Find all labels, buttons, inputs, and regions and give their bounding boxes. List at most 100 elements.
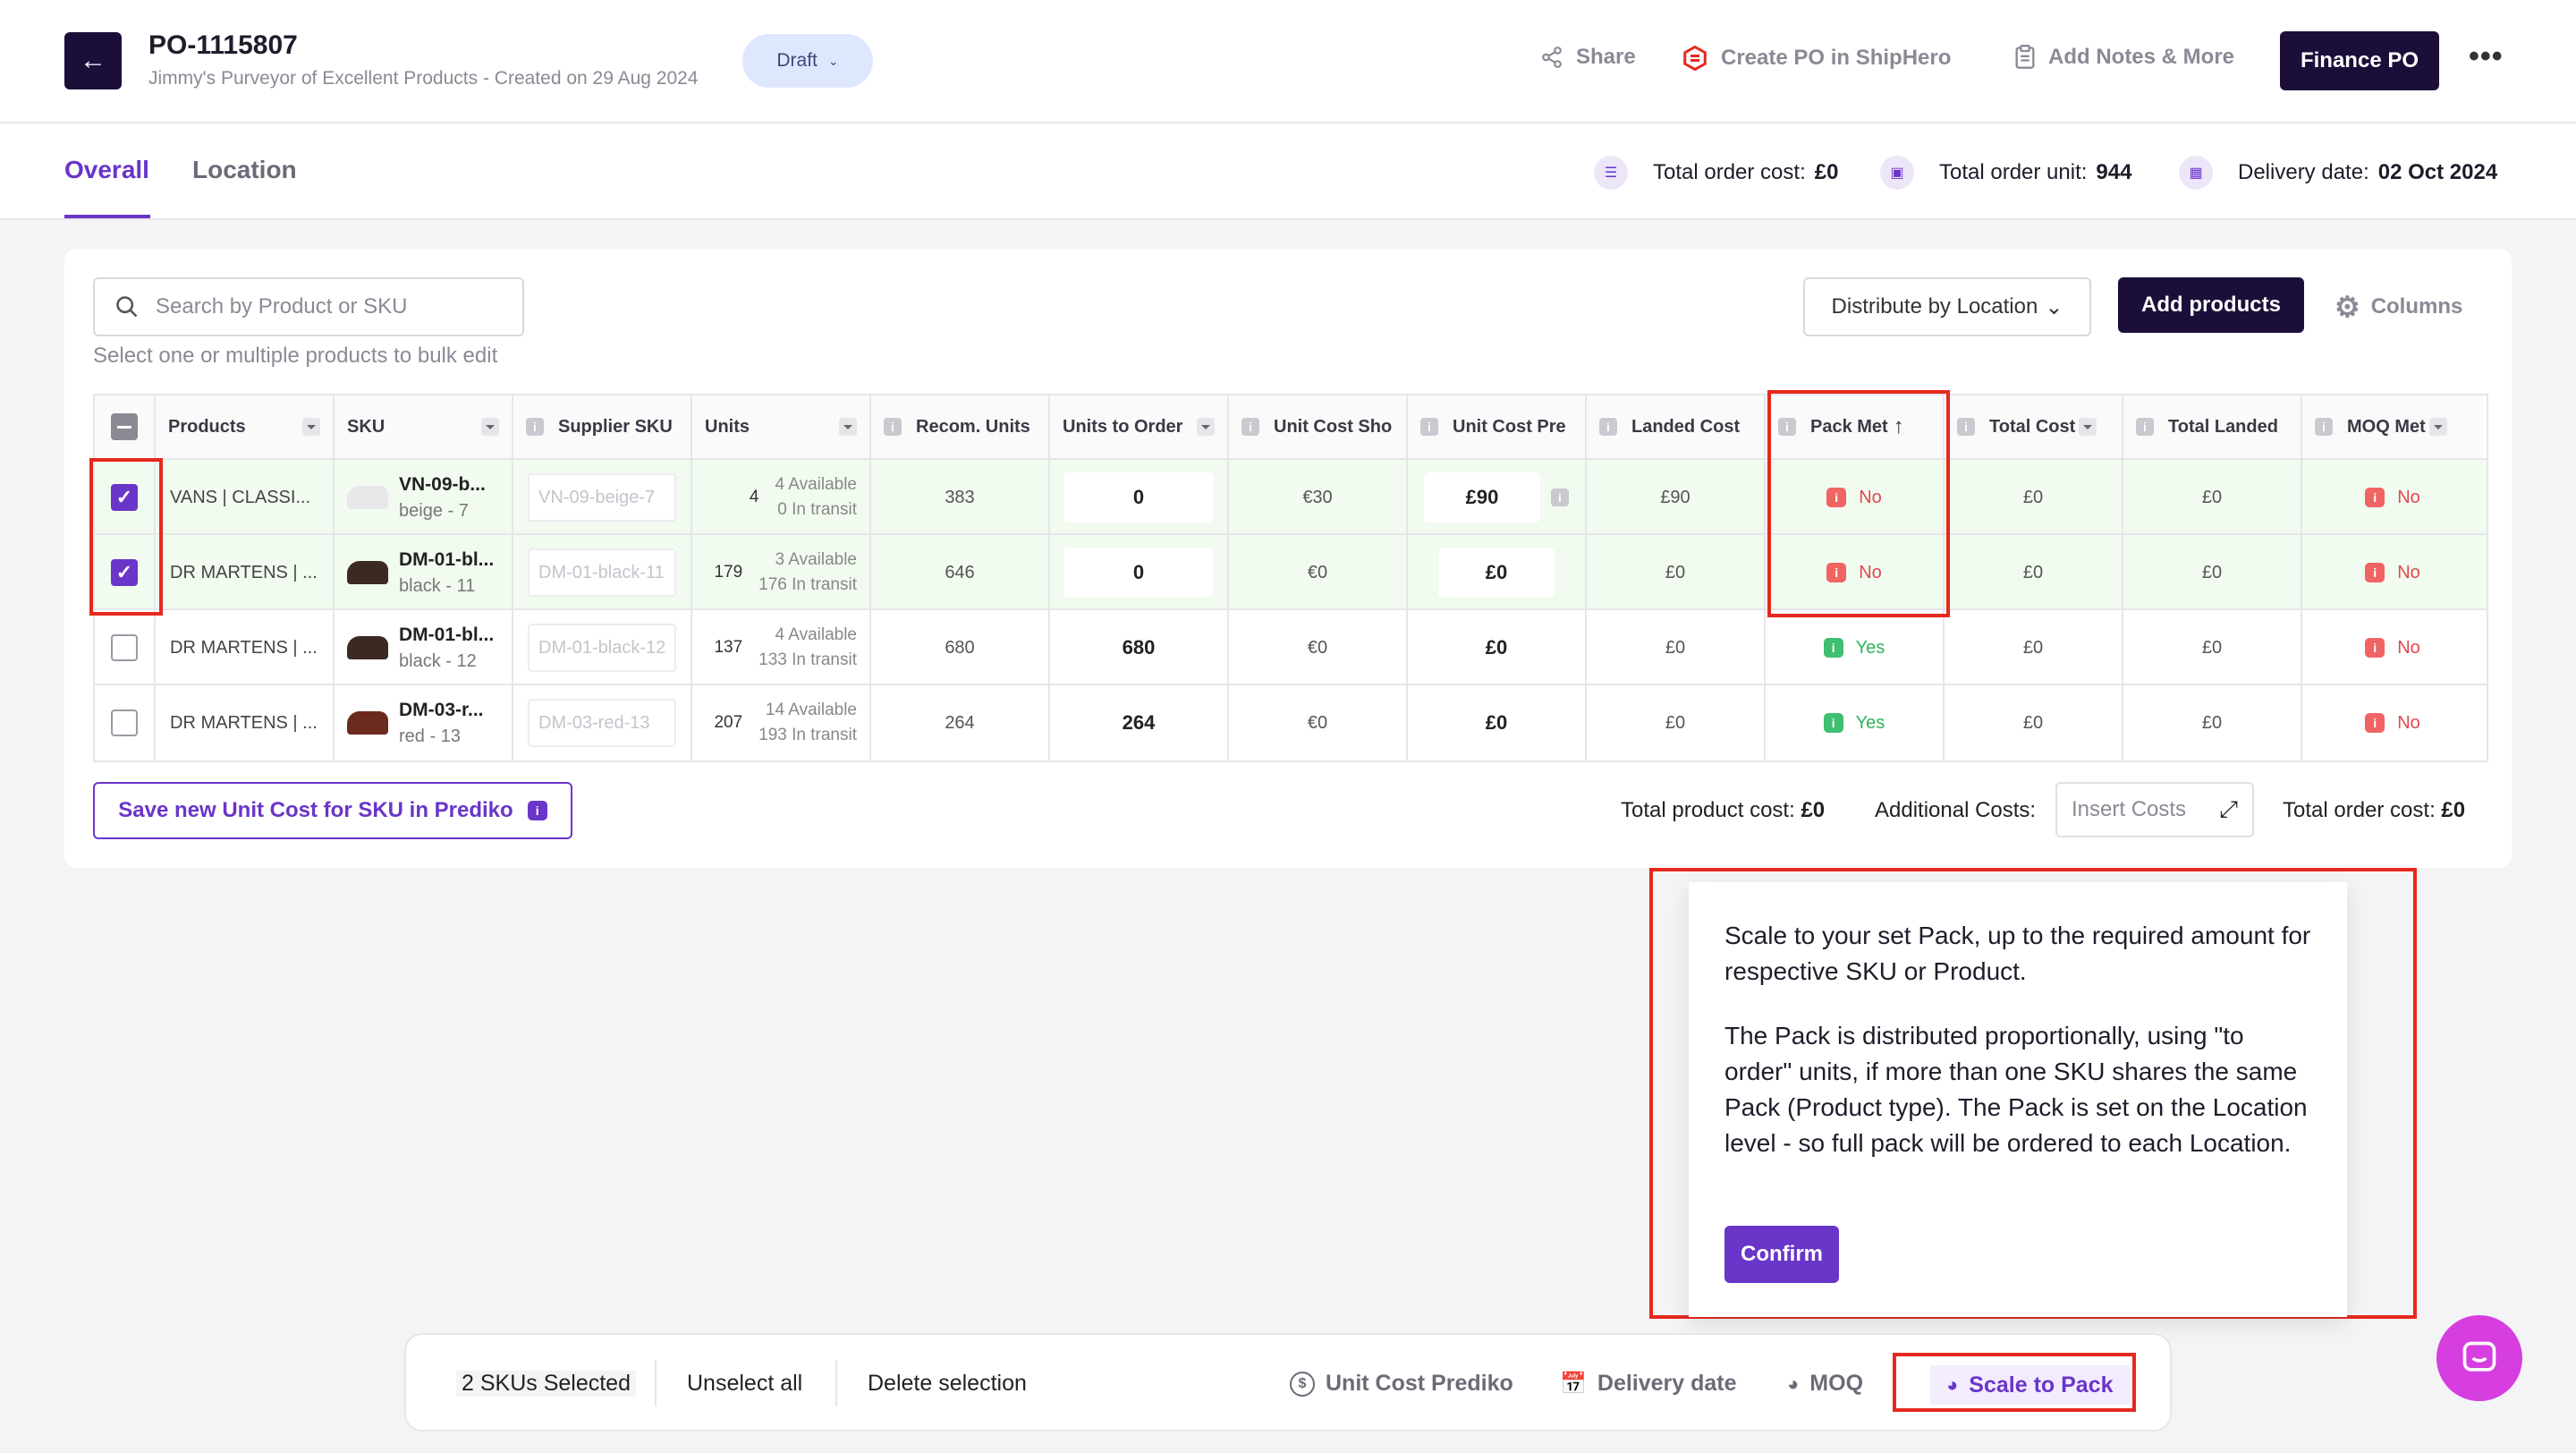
save-unit-cost-button[interactable]: Save new Unit Cost for SKU in Prediko i [93,782,572,839]
unit-cost-prediko-input[interactable]: £0 [1438,548,1555,598]
chevron-down-icon: ⌄ [2045,294,2063,319]
chevron-down-icon: ⌄ [827,53,839,68]
moq-met-cell: i No [2302,685,2483,760]
delete-selection-button[interactable]: Delete selection [868,1371,1027,1396]
unit-cost-shop-cell: €0 [1229,535,1408,610]
available-units: 14 Available [765,701,857,719]
unit-cost-prediko-input[interactable]: £90 [1424,472,1540,523]
sort-ascending-icon[interactable]: ↑ [1893,414,1904,438]
units-to-order-input[interactable]: 0 [1063,472,1214,523]
chevron-down-icon[interactable] [1197,418,1215,436]
moq-met-cell: i No [2302,460,2483,535]
supplier-sku-input[interactable]: DM-01-black-12 [528,624,676,672]
tab-location[interactable]: Location [192,156,297,183]
chevron-down-icon[interactable] [302,418,320,436]
row-checkbox[interactable]: ✓ [111,559,138,586]
units-to-order-value[interactable]: 680 [1122,636,1156,659]
selected-count: 2 SKUs Selected [456,1371,636,1397]
unit-cost-prediko-button[interactable]: $ Unit Cost Prediko [1290,1371,1513,1397]
select-all-checkbox[interactable] [111,413,138,440]
search-field[interactable] [93,277,524,336]
supplier-sku-cell: VN-09-beige-7 [513,460,692,535]
status-dropdown[interactable]: Draft ⌄ [742,34,873,88]
status-label: Draft [776,50,818,71]
chevron-down-icon[interactable] [839,418,857,436]
column-header-unit-cost-shop[interactable]: i Unit Cost Sho [1229,395,1408,458]
column-header-recom-units[interactable]: i Recom. Units [871,395,1050,458]
column-header-pack-met[interactable]: i Pack Met ↑ [1766,395,1945,458]
delivery-date-button[interactable]: 📅 Delivery date [1560,1371,1737,1397]
back-button[interactable]: ← [64,32,122,89]
supplier-sku-input[interactable]: DM-03-red-13 [528,699,676,747]
in-transit-units: 193 In transit [758,726,857,744]
unit-cost-prediko-value[interactable]: £0 [1485,711,1508,734]
units-cell: 4 4 Available 0 In transit [692,460,871,535]
landed-cost-cell: £0 [1587,610,1766,685]
unit-cost-prediko-cell: £0 [1408,610,1587,685]
supplier-sku-cell: DM-01-black-12 [513,610,692,685]
clipboard-icon [2015,45,2035,69]
distribute-dropdown[interactable]: Distribute by Location ⌄ [1803,277,2091,336]
pack-met-cell: i No [1766,535,1945,610]
column-header-units[interactable]: Units [692,395,871,458]
tab-overall[interactable]: Overall [64,156,149,183]
to-order-cell: 0 [1050,535,1229,610]
column-header-unit-cost-prediko[interactable]: i Unit Cost Pre [1408,395,1587,458]
unselect-all-button[interactable]: Unselect all [687,1371,803,1396]
finance-po-button[interactable]: Finance PO [2280,31,2439,90]
chevron-down-icon[interactable] [2079,418,2097,436]
units-to-order-value[interactable]: 264 [1122,711,1156,734]
share-label: Share [1576,45,1636,69]
column-header-total-cost[interactable]: i Total Cost [1945,395,2123,458]
row-checkbox[interactable]: ✓ [111,484,138,511]
highlight-scale-to-pack [1893,1353,2136,1412]
coins-icon: ☰ [1594,156,1628,190]
more-options-icon[interactable]: ••• [2469,39,2504,73]
unit-cost-prediko-value[interactable]: £0 [1485,636,1508,659]
supplier-sku-input[interactable]: DM-01-black-11 [528,548,676,597]
column-header-landed-cost[interactable]: i Landed Cost [1587,395,1766,458]
row-checkbox[interactable] [111,710,138,736]
chat-launcher[interactable] [2436,1315,2522,1401]
column-header-supplier-sku[interactable]: i Supplier SKU [513,395,692,458]
column-header-units-to-order[interactable]: Units to Order [1050,395,1229,458]
column-header-products[interactable]: Products [156,395,335,458]
product-name: DR MARTENS | ... [170,712,318,733]
units-to-order-input[interactable]: 0 [1063,548,1214,598]
total-cost-cell: £0 [1945,685,2123,760]
unit-cost-label: Unit Cost Prediko [1326,1371,1513,1396]
share-button[interactable]: Share [1540,45,1636,70]
chevron-down-icon[interactable] [481,418,499,436]
select-cell: ✓ [95,535,156,610]
sku-variant: black - 12 [399,650,477,671]
confirm-button[interactable]: Confirm [1724,1226,1839,1283]
moq-button[interactable]: ◕ MOQ [1787,1371,1863,1397]
row-checkbox[interactable] [111,634,138,661]
column-header-label: Pack Met [1810,416,1888,437]
unit-cost-shop-cell: €0 [1229,685,1408,760]
footer-value: £0 [2441,798,2466,822]
column-header-moq-met[interactable]: i MOQ Met [2302,395,2483,458]
total-landed-cell: £0 [2123,535,2302,610]
columns-label: Columns [2370,294,2463,319]
add-products-button[interactable]: Add products [2118,277,2304,333]
info-icon: i [1551,489,1569,506]
info-icon: i [527,801,547,820]
summary-label: Delivery date: [2238,160,2369,184]
column-header-sku[interactable]: SKU [335,395,513,458]
chevron-down-icon[interactable] [2428,418,2447,436]
scale-to-pack-button[interactable]: ◕ Scale to Pack [1930,1365,2130,1405]
calendar-icon: ▦ [2179,156,2213,190]
insert-costs-button[interactable]: Insert Costs ⤢ [2055,782,2254,837]
pack-met-status: No [1859,487,1882,507]
create-po-shiphero-button[interactable]: Create PO in ShipHero [1682,45,1951,72]
column-header-total-landed[interactable]: i Total Landed [2123,395,2302,458]
add-notes-button[interactable]: Add Notes & More [2014,45,2234,70]
columns-button[interactable]: ⚙ Columns [2334,290,2462,324]
product-thumbnail [347,486,388,509]
column-header-label: Products [168,416,246,437]
supplier-sku-input[interactable]: VN-09-beige-7 [528,473,676,522]
recom-cell: 680 [871,610,1050,685]
unit-cost-shop-cell: €0 [1229,610,1408,685]
search-input[interactable] [154,293,497,320]
